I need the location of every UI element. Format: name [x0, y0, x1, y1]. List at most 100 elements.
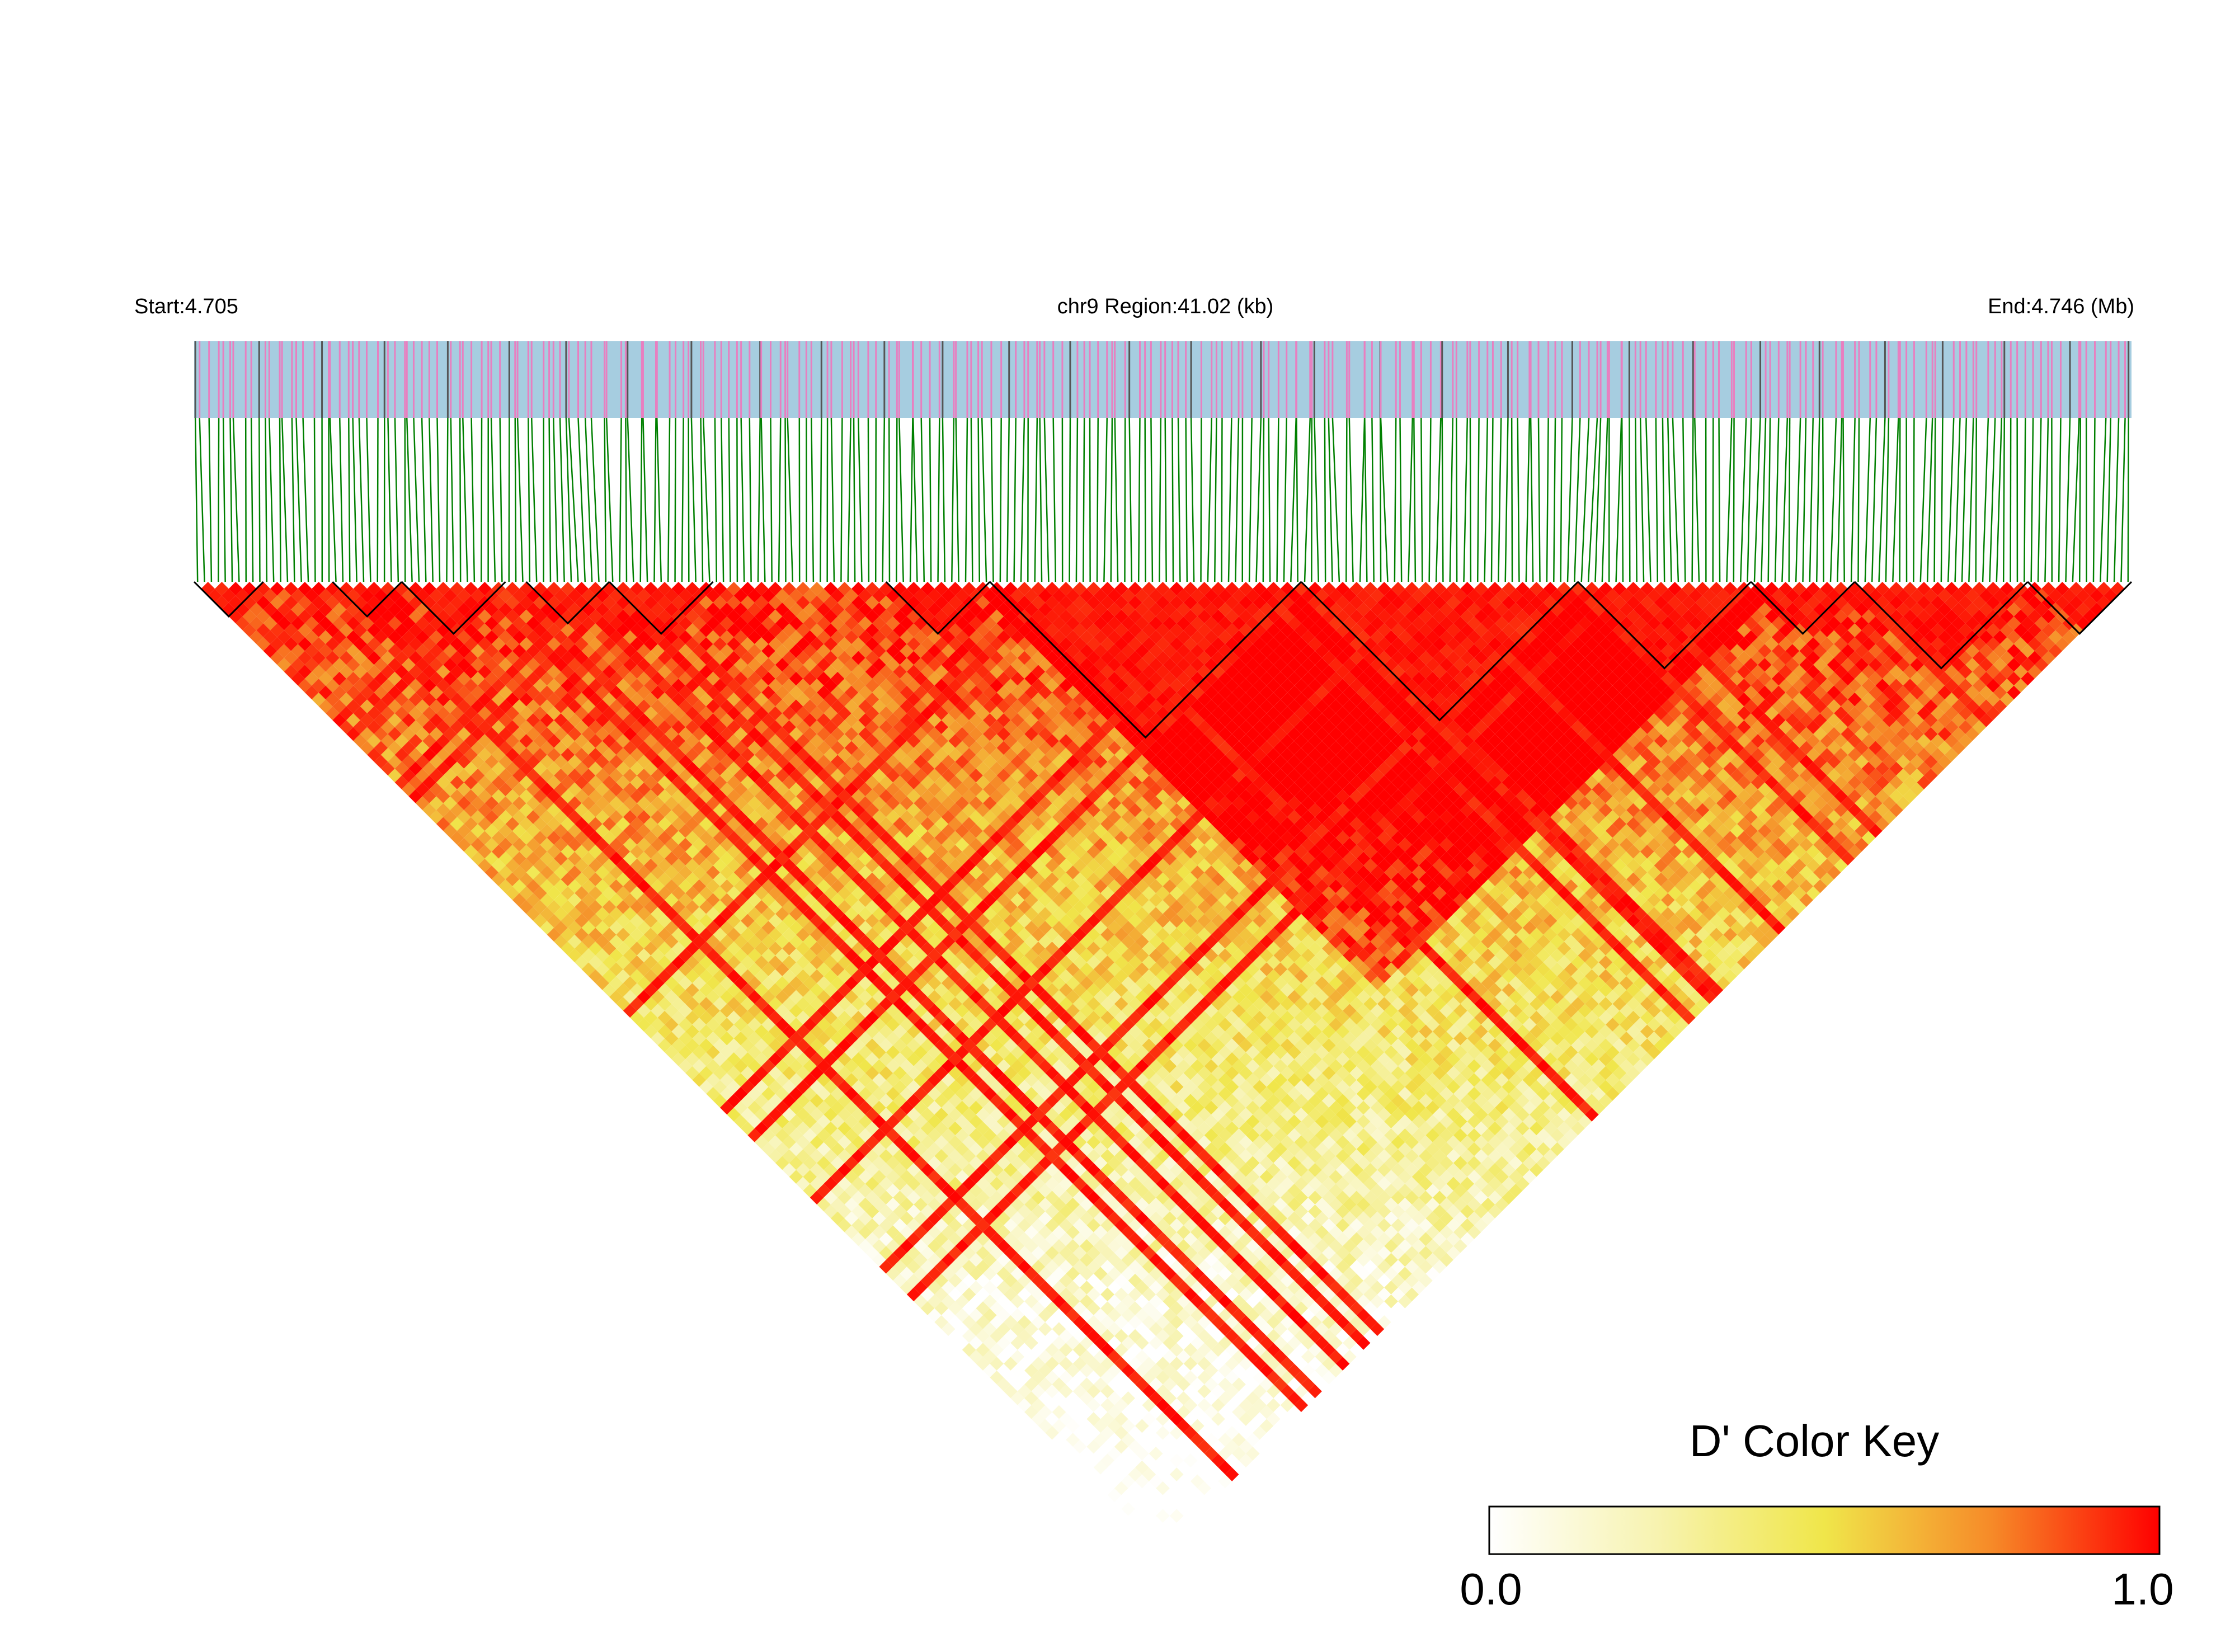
ld-cell [284, 637, 298, 651]
ld-cell [1045, 1329, 1059, 1343]
ld-cell [996, 1294, 1011, 1309]
ld-cell [1128, 1412, 1142, 1426]
ld-cell [1177, 1474, 1191, 1489]
ld-cell [408, 775, 423, 790]
ld-cell [291, 603, 305, 616]
ld-cell [837, 1176, 851, 1191]
ld-cell [498, 823, 512, 838]
ld-cell [1177, 1488, 1191, 1502]
ld-cell [450, 734, 464, 748]
snp-connector-line [1328, 417, 1333, 582]
snp-connector-line [1629, 417, 1631, 582]
ld-cell [692, 1059, 707, 1074]
ld-cell [360, 644, 374, 658]
ld-cell [1135, 1488, 1149, 1502]
ld-cell [872, 1170, 886, 1184]
ld-cell [1072, 1384, 1087, 1399]
ld-cell [436, 761, 450, 776]
snp-connector-line [787, 417, 794, 582]
ld-cell [374, 713, 388, 727]
ld-cell [360, 685, 374, 700]
snp-connector-line [199, 417, 205, 582]
ld-cell [754, 1066, 769, 1080]
ld-cell [1080, 1405, 1094, 1419]
snp-connector-line [1207, 417, 1212, 582]
ld-cell [512, 810, 526, 824]
ld-cell [879, 1176, 893, 1191]
ld-cell [727, 1024, 741, 1039]
ld-cell [1024, 1322, 1038, 1336]
snp-connector-line [784, 417, 787, 582]
ld-cell [1052, 1336, 1066, 1350]
snp-connector-line [1601, 417, 1608, 582]
ld-cell [498, 810, 512, 824]
ld-cell [498, 879, 512, 893]
ld-cell [1093, 1460, 1108, 1475]
ld-cell [394, 747, 409, 762]
ld-cell [1163, 1460, 1177, 1475]
snp-connector-line [553, 417, 558, 582]
snp-connector-line [2127, 417, 2129, 582]
snp-connector-line [1857, 417, 1860, 582]
snp-connector-line [1469, 417, 1472, 582]
ld-cell [996, 1363, 1011, 1378]
ld-cell [1169, 1523, 1184, 1537]
ld-cell [982, 1322, 997, 1336]
ld-cell [346, 616, 360, 630]
ld-cell [713, 1080, 727, 1094]
snp-connector-line [912, 417, 918, 582]
ld-cell [1156, 1509, 1170, 1523]
snp-connector-line [955, 417, 959, 582]
ld-cell [810, 1135, 824, 1150]
ld-cell [851, 1232, 865, 1246]
ld-cell [581, 879, 596, 893]
ld-cell [415, 755, 430, 769]
ld-cell [1107, 1391, 1122, 1405]
ld-cell [906, 1260, 921, 1274]
snp-connector-line [909, 417, 914, 582]
ld-cell [651, 1031, 665, 1046]
ld-cell [470, 796, 485, 811]
ld-cell [810, 1107, 824, 1122]
ld-cell [498, 865, 512, 879]
ld-cell [470, 837, 485, 852]
ld-cell [581, 865, 596, 879]
ld-cell [339, 665, 354, 679]
ld-cell [277, 616, 291, 630]
snp-connector-line [1961, 417, 1968, 582]
ld-cell [478, 844, 492, 859]
ld-cell [817, 1170, 831, 1184]
ld-cell [810, 1190, 824, 1205]
snp-connector-line [2037, 417, 2042, 582]
ld-cell [540, 837, 554, 852]
snp-connector-line [1989, 417, 1996, 582]
ld-cell [505, 817, 520, 831]
ld-cell [741, 1052, 755, 1066]
ld-cell [325, 692, 340, 707]
ld-cell [837, 1135, 851, 1150]
ld-cell [533, 886, 547, 900]
ld-cell [789, 1170, 803, 1184]
ld-cell [1142, 1495, 1156, 1509]
snp-connector-line [577, 417, 586, 582]
ld-cell [332, 603, 347, 616]
ld-cell [498, 837, 512, 852]
ld-cell [1066, 1377, 1080, 1392]
ld-cell [609, 921, 623, 935]
ld-cell [685, 983, 699, 997]
ld-cell [623, 1004, 637, 1018]
ld-cell [886, 1225, 900, 1239]
snp-connector-line [1691, 417, 1694, 582]
snp-connector-line [258, 417, 261, 582]
ld-cell [879, 1204, 893, 1218]
ld-cell [969, 1253, 983, 1267]
ld-cell [941, 1225, 956, 1239]
ld-cell [782, 1135, 797, 1150]
ld-cell [1163, 1515, 1177, 1530]
ld-cell [699, 997, 713, 1011]
ld-cell [422, 692, 436, 707]
ld-cell [1045, 1357, 1059, 1371]
snp-connector-line [700, 417, 704, 582]
ld-cell [1107, 1446, 1122, 1461]
ld-cell [969, 1322, 983, 1336]
